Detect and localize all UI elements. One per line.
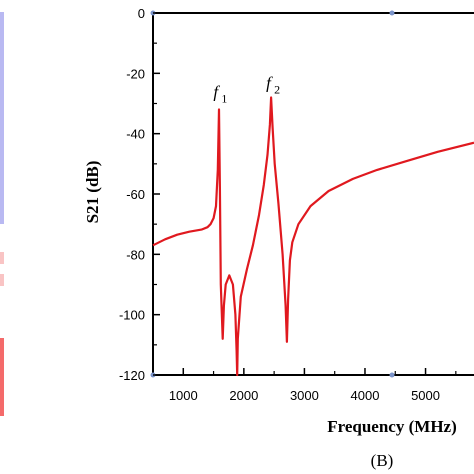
x-axis-label: Frequency (MHz) xyxy=(327,417,457,436)
annotation-f1-subscript: 1 xyxy=(221,91,227,105)
figure-caption: (B) xyxy=(371,451,394,470)
x-tick-label: 3000 xyxy=(290,388,319,403)
y-tick-label: -60 xyxy=(126,187,145,202)
y-tick-label: -40 xyxy=(126,127,145,142)
x-tick-label: 2000 xyxy=(229,388,258,403)
x-axis-ticks: 1000 2000 3000 4000 5000 xyxy=(169,368,457,403)
annotation-f2-label: f xyxy=(266,73,273,92)
axis-corner-dot xyxy=(389,372,395,378)
x-tick-label: 4000 xyxy=(351,388,380,403)
annotation-f1-label: f xyxy=(213,82,220,101)
x-tick-label: 1000 xyxy=(169,388,198,403)
y-axis-label: S21 (dB) xyxy=(83,161,102,224)
s21-series-line xyxy=(152,96,474,377)
y-tick-label: -100 xyxy=(119,308,145,323)
annotation-f2: f 2 xyxy=(266,73,280,96)
annotation-f1: f 1 xyxy=(213,82,227,105)
left-pink-strip-1 xyxy=(0,252,4,264)
axes xyxy=(150,10,474,378)
y-tick-label: 0 xyxy=(138,6,145,21)
left-blue-strip xyxy=(0,12,4,224)
axis-corner-dot xyxy=(389,10,395,16)
y-tick-label: -80 xyxy=(126,247,145,262)
annotation-f2-subscript: 2 xyxy=(274,82,280,96)
left-red-strip xyxy=(0,338,4,416)
y-tick-label: -20 xyxy=(126,66,145,81)
y-axis-ticks: 0 -20 -40 -60 -80 -100 -120 xyxy=(119,6,160,383)
y-tick-label: -120 xyxy=(119,368,145,383)
left-pink-strip-2 xyxy=(0,274,4,286)
x-tick-label: 5000 xyxy=(411,388,440,403)
